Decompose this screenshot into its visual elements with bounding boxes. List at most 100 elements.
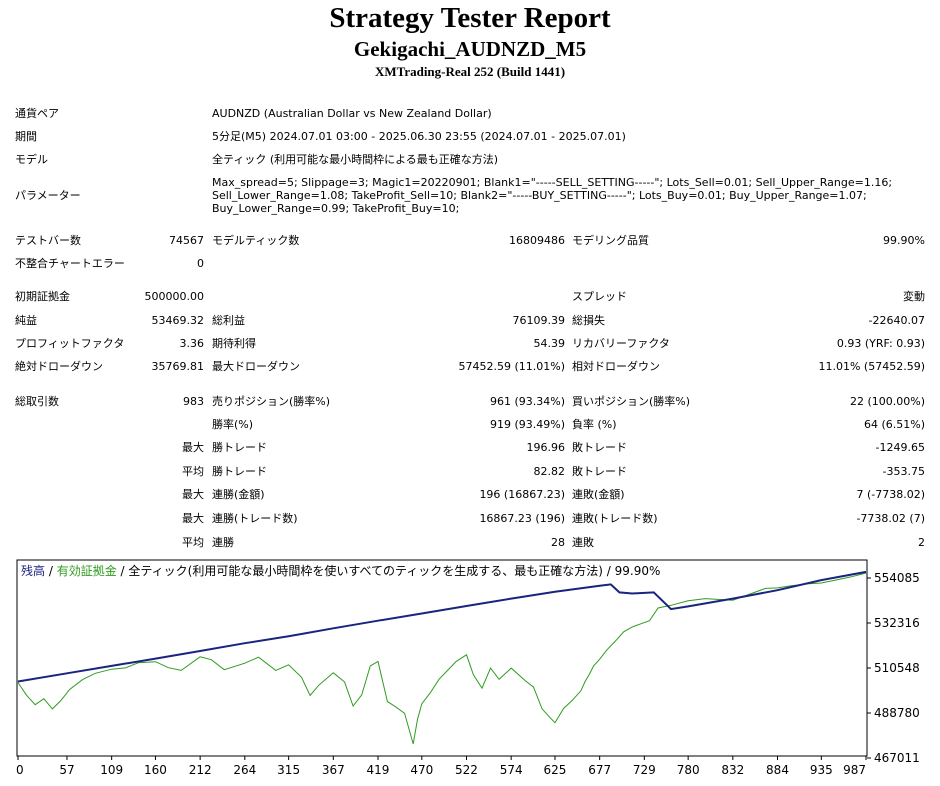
period-value: 5分足(M5) 2024.07.01 03:00 - 2025.06.30 23… bbox=[212, 130, 626, 143]
avg-cons-losses-label: 連敗 bbox=[572, 536, 594, 549]
x-tick-label: 884 bbox=[766, 763, 789, 777]
quality-label: モデリング品質 bbox=[572, 234, 649, 247]
errors-label: 不整合チャートエラー bbox=[15, 257, 125, 270]
profit-factor-value: 3.36 bbox=[179, 337, 205, 350]
x-tick-label: 419 bbox=[367, 763, 390, 777]
max-drawdown-label: 最大ドローダウン bbox=[212, 360, 300, 373]
rel-drawdown-value: 11.01% (57452.59) bbox=[818, 360, 925, 373]
rel-drawdown-label: 相対ドローダウン bbox=[572, 360, 660, 373]
recovery-factor-value: 0.93 (YRF: 0.93) bbox=[836, 337, 925, 350]
chart-frame bbox=[16, 559, 868, 757]
model-label: モデル bbox=[15, 153, 48, 166]
x-tick-label: 212 bbox=[189, 763, 212, 777]
average-label: 平均 bbox=[182, 465, 204, 478]
gross-loss-label: 総損失 bbox=[572, 314, 605, 327]
params-value: Max_spread=5; Slippage=3; Magic1=2022090… bbox=[212, 176, 893, 215]
server-build: XMTrading-Real 252 (Build 1441) bbox=[374, 64, 566, 79]
cons-wins-amount-value: 196 (16867.23) bbox=[479, 488, 565, 501]
ticks-value: 16809486 bbox=[509, 234, 565, 247]
average-win-value: 82.82 bbox=[533, 465, 566, 478]
legend-separator: / bbox=[45, 564, 57, 578]
win-rate-value: 919 (93.49%) bbox=[489, 418, 565, 431]
net-profit-value: 53469.32 bbox=[151, 314, 205, 327]
long-positions-label: 買いポジション(勝率%) bbox=[572, 395, 691, 408]
cons-losses-amount-value: 7 (-7738.02) bbox=[856, 488, 925, 501]
spread-value: 変動 bbox=[903, 290, 925, 303]
y-tick-label: 532316 bbox=[874, 616, 920, 630]
x-tick-label: 935 bbox=[810, 763, 833, 777]
largest-loss-label: 敗トレード bbox=[572, 441, 627, 454]
short-positions-label: 売りポジション(勝率%) bbox=[212, 395, 331, 408]
gross-profit-label: 総利益 bbox=[212, 314, 245, 327]
net-profit-label: 純益 bbox=[15, 314, 37, 327]
balance-equity-chart: 554085 532316 510548 488780 467011 0 57 109 160… bbox=[16, 559, 920, 777]
model-value: 全ティック (利用可能な最小時間枠による最も正確な方法) bbox=[212, 153, 499, 166]
short-positions-value: 961 (93.34%) bbox=[489, 395, 565, 408]
x-tick-label: 367 bbox=[322, 763, 345, 777]
average-loss-value: -353.75 bbox=[882, 465, 925, 478]
ea-name: Gekigachi_AUDNZD_M5 bbox=[353, 37, 587, 61]
x-tick-label: 625 bbox=[544, 763, 567, 777]
largest-win-label: 勝トレード bbox=[212, 441, 267, 454]
equity-line bbox=[17, 572, 867, 745]
x-tick-label: 57 bbox=[59, 763, 74, 777]
ticks-label: モデルティック数 bbox=[212, 234, 300, 247]
cons-wins-count-label: 連勝(トレード数) bbox=[212, 512, 298, 525]
deposit-label: 初期証拠金 bbox=[15, 290, 70, 303]
x-tick-label: 832 bbox=[721, 763, 744, 777]
avg-cons-wins-label: 連勝 bbox=[212, 536, 234, 549]
x-tick-label: 729 bbox=[633, 763, 656, 777]
gross-loss-value: -22640.07 bbox=[868, 314, 925, 327]
bars-label: テストバー数 bbox=[15, 234, 81, 247]
legend-description: / 全ティック(利用可能な最小時間枠を使いすべてのティックを生成する、最も正確な… bbox=[116, 564, 661, 578]
y-tick-label: 510548 bbox=[874, 661, 920, 675]
loss-rate-value: 64 (6.51%) bbox=[863, 418, 925, 431]
y-tick-label: 467011 bbox=[874, 751, 920, 765]
profit-factor-label: プロフィットファクタ bbox=[15, 337, 125, 350]
max-cons-cnt-label: 最大 bbox=[182, 512, 204, 525]
abs-drawdown-label: 絶対ドローダウン bbox=[15, 360, 103, 373]
pair-value: AUDNZD (Australian Dollar vs New Zealand… bbox=[212, 107, 492, 120]
cons-wins-amount-label: 連勝(金額) bbox=[212, 488, 265, 501]
x-tick-label: 470 bbox=[410, 763, 433, 777]
average-win-label: 勝トレード bbox=[212, 465, 267, 478]
x-tick-label: 780 bbox=[677, 763, 700, 777]
spread-label: スプレッド bbox=[572, 290, 627, 303]
chart-legend: 残高 / 有効証拠金 / 全ティック(利用可能な最小時間枠を使いすべてのティック… bbox=[21, 563, 660, 579]
balance-line bbox=[17, 570, 867, 683]
x-tick-label: 264 bbox=[233, 763, 256, 777]
x-tick-label: 0 bbox=[16, 763, 24, 777]
total-trades-value: 983 bbox=[183, 395, 204, 408]
y-tick-label: 488780 bbox=[874, 706, 920, 720]
gross-profit-value: 76109.39 bbox=[512, 314, 566, 327]
largest-win-value: 196.96 bbox=[526, 441, 566, 454]
period-label: 期間 bbox=[15, 130, 37, 143]
avg-cons-wins-value: 28 bbox=[551, 536, 565, 549]
pair-label: 通貨ペア bbox=[15, 107, 59, 120]
largest-loss-value: -1249.65 bbox=[875, 441, 925, 454]
x-tick-label: 574 bbox=[500, 763, 523, 777]
report-title: Strategy Tester Report bbox=[329, 2, 611, 34]
deposit-value: 500000.00 bbox=[144, 290, 205, 303]
abs-drawdown-value: 35769.81 bbox=[151, 360, 205, 373]
cons-losses-amount-label: 連敗(金額) bbox=[572, 488, 625, 501]
total-trades-label: 総取引数 bbox=[15, 395, 59, 408]
avg-cons-label: 平均 bbox=[182, 536, 204, 549]
x-tick-label: 315 bbox=[277, 763, 300, 777]
cons-wins-count-value: 16867.23 (196) bbox=[479, 512, 565, 525]
long-positions-value: 22 (100.00%) bbox=[849, 395, 925, 408]
bars-value: 74567 bbox=[169, 234, 204, 247]
x-tick-label: 109 bbox=[100, 763, 123, 777]
loss-rate-label: 負率 (%) bbox=[572, 418, 617, 431]
expected-payoff-label: 期待利得 bbox=[212, 337, 256, 350]
quality-value: 99.90% bbox=[883, 234, 925, 247]
x-tick-label: 522 bbox=[455, 763, 478, 777]
x-tick-label: 677 bbox=[588, 763, 611, 777]
y-tick-label: 554085 bbox=[874, 571, 920, 585]
win-rate-label: 勝率(%) bbox=[212, 418, 254, 431]
cons-losses-count-label: 連敗(トレード数) bbox=[572, 512, 658, 525]
recovery-factor-label: リカバリーファクタ bbox=[572, 337, 670, 350]
expected-payoff-value: 54.39 bbox=[533, 337, 566, 350]
largest-label: 最大 bbox=[182, 441, 204, 454]
avg-cons-losses-value: 2 bbox=[918, 536, 925, 549]
